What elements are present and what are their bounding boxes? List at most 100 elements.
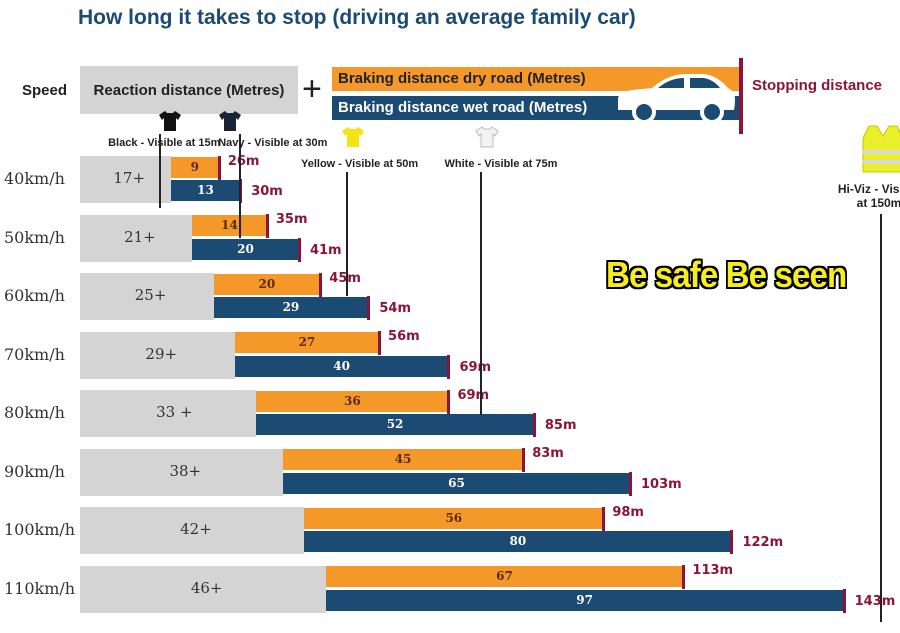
wet-braking-bar	[170, 180, 241, 201]
dry-braking-bar	[304, 507, 604, 529]
visibility-line	[159, 134, 162, 208]
dry-braking-bar	[192, 215, 267, 236]
dry-stop-marker	[447, 389, 451, 414]
slogan: Be safe Be seen	[606, 254, 847, 295]
wet-stopping-distance: 41m	[309, 242, 342, 258]
dry-braking-value: 45	[394, 452, 412, 466]
reaction-bar	[80, 507, 305, 554]
wet-stopping-distance: 122m	[742, 535, 784, 550]
wet-stop-marker	[842, 588, 846, 613]
dry-braking-bar	[325, 566, 684, 587]
dry-stop-marker	[602, 506, 606, 531]
dry-braking-bar	[282, 449, 524, 470]
wet-braking-value: 13	[197, 183, 214, 197]
dry-stopping-distance: 83m	[532, 446, 564, 461]
speed-label: 60km/h	[4, 286, 65, 305]
wet-braking-bar	[304, 531, 732, 552]
speed-label: 50km/h	[4, 227, 65, 247]
dry-braking-value: 20	[258, 276, 276, 291]
wet-stop-marker	[730, 530, 734, 554]
dry-braking-value: 27	[298, 335, 316, 349]
dry-braking-bar	[213, 273, 321, 295]
reaction-bar	[80, 214, 193, 262]
visibility-line	[346, 172, 348, 296]
reaction-value: 38+	[169, 461, 202, 480]
speed-label: 40km/h	[4, 169, 65, 188]
plus-sign: +	[302, 70, 322, 108]
wet-stopping-distance: 85m	[544, 418, 577, 433]
visibility-label: White - Visible at 75m	[444, 158, 558, 170]
wet-stopping-distance: 54m	[379, 301, 411, 316]
wet-braking-value: 20	[237, 241, 254, 256]
wet-road-header: Braking distance wet road (Metres)	[332, 96, 740, 120]
stopping-header-marker	[739, 58, 743, 134]
reaction-bar	[80, 156, 171, 203]
dry-stop-marker	[378, 331, 382, 355]
dry-braking-value: 14	[221, 218, 238, 232]
wet-braking-value: 97	[576, 592, 593, 607]
hi-viz-vest-icon	[862, 125, 900, 173]
wet-braking-bar	[234, 355, 449, 377]
reaction-value: 46+	[190, 578, 223, 597]
dry-stopping-distance: 113m	[692, 563, 734, 578]
wet-braking-bar	[325, 589, 844, 611]
car-icon	[618, 74, 735, 122]
dry-stopping-distance: 56m	[388, 329, 420, 344]
reaction-bar	[80, 390, 257, 437]
dry-stop-marker	[522, 448, 526, 472]
wet-braking-value: 65	[448, 475, 465, 490]
reaction-value: 25+	[134, 286, 167, 304]
reaction-value: 42+	[180, 520, 212, 538]
dry-braking-value: 36	[343, 393, 361, 408]
wet-braking-value: 29	[282, 300, 300, 314]
wet-braking-bar	[213, 297, 369, 318]
wet-braking-value: 52	[386, 417, 404, 431]
dry-stop-marker	[265, 214, 269, 238]
dry-stopping-distance: 26m	[227, 153, 260, 169]
wet-stop-marker	[367, 296, 371, 320]
visibility-label: Hi-Viz - Visible at 150m	[837, 182, 900, 210]
reaction-bar	[80, 273, 214, 320]
t-shirt-icon	[159, 111, 182, 131]
dry-stopping-distance: 69m	[457, 387, 490, 403]
reaction-value: 33 +	[156, 403, 193, 421]
reaction-bar	[80, 565, 326, 613]
wet-stopping-distance: 30m	[251, 184, 283, 199]
dry-stopping-distance: 98m	[612, 504, 644, 520]
dry-stopping-distance: 45m	[329, 271, 361, 286]
speed-label: 100km/h	[4, 520, 76, 539]
dry-braking-bar	[256, 390, 449, 412]
visibility-label: Black - Visible at 15m	[108, 137, 221, 149]
speed-label: 80km/h	[4, 403, 65, 422]
visibility-label: Navy - Visible at 30m	[218, 137, 328, 149]
dry-braking-bar	[170, 156, 219, 178]
dry-stopping-distance: 35m	[275, 212, 308, 227]
dry-braking-bar	[234, 332, 380, 353]
reaction-value: 17+	[113, 169, 146, 187]
speed-label: 70km/h	[4, 344, 65, 364]
dry-braking-value: 56	[445, 510, 463, 525]
t-shirt-icon	[342, 127, 364, 147]
stopping-header: Stopping distance	[752, 77, 883, 94]
visibility-label: Yellow - Visible at 50m	[301, 158, 419, 170]
reaction-header: Reaction distance (Metres)	[80, 66, 298, 114]
visibility-line	[239, 134, 242, 238]
visibility-line	[880, 214, 882, 622]
wet-stopping-distance: 143m	[854, 593, 896, 609]
speed-header: Speed	[22, 82, 68, 99]
dry-stop-marker	[217, 155, 221, 180]
wet-stop-marker	[297, 237, 301, 262]
speed-label: 110km/h	[4, 578, 76, 598]
wet-braking-value: 80	[509, 534, 527, 548]
wet-braking-value: 40	[333, 358, 350, 373]
wet-stop-marker	[629, 471, 633, 496]
reaction-value: 29+	[145, 344, 178, 363]
t-shirt-icon	[474, 126, 499, 148]
wet-stop-marker	[532, 413, 536, 437]
dry-road-header-label: Braking distance dry road (Metres)	[338, 70, 586, 87]
reaction-bar	[80, 331, 235, 379]
dry-stop-marker	[319, 272, 323, 297]
dry-braking-value: 67	[496, 569, 513, 583]
wet-braking-bar	[256, 414, 534, 435]
wet-stop-marker	[447, 354, 451, 379]
